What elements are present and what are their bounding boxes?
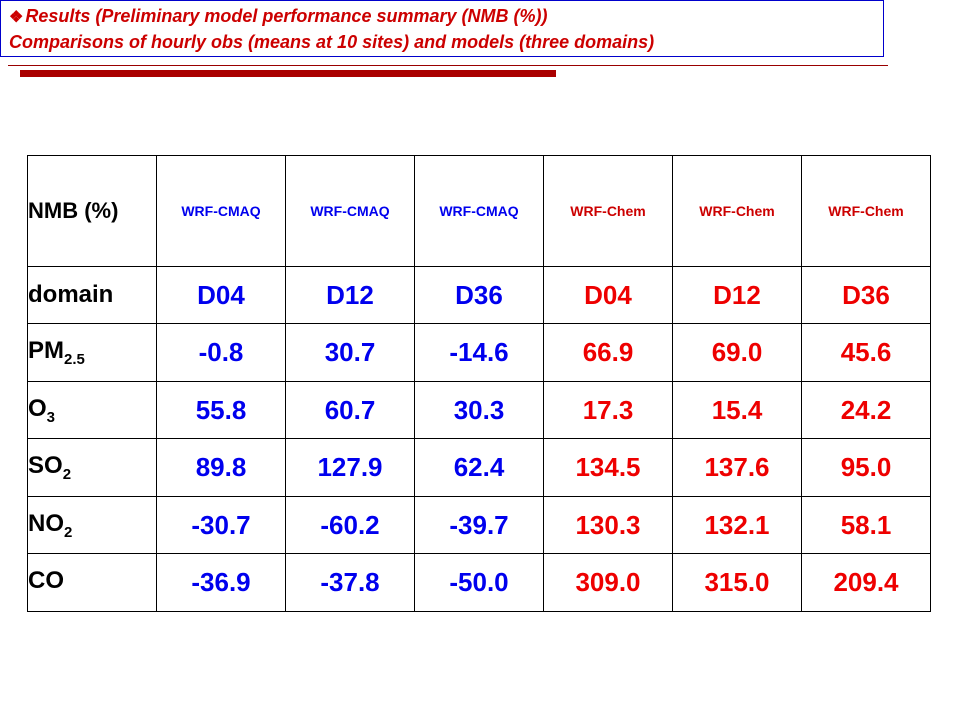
header-line-2: Comparisons of hourly obs (means at 10 s… — [9, 32, 655, 52]
species-label: O3 — [27, 380, 157, 440]
model-header: WRF-CMAQ — [285, 155, 415, 267]
model-header: WRF-CMAQ — [414, 155, 544, 267]
value-cell: 30.3 — [414, 380, 544, 440]
domain-cell: D12 — [672, 265, 802, 325]
header-title: Results (Preliminary model performance s… — [25, 6, 548, 26]
value-cell: -14.6 — [414, 323, 544, 382]
value-cell: 89.8 — [156, 438, 286, 497]
value-cell: 60.7 — [285, 380, 415, 440]
model-header: WRF-Chem — [801, 155, 931, 267]
value-cell: 58.1 — [801, 495, 931, 555]
model-header: WRF-Chem — [672, 155, 802, 267]
table-row-no2: NO2 -30.7 -60.2 -39.7 130.3 132.1 58.1 — [27, 495, 931, 555]
value-cell: 69.0 — [672, 323, 802, 382]
value-cell: 62.4 — [414, 438, 544, 497]
domain-cell: D04 — [156, 265, 286, 325]
value-cell: 55.8 — [156, 380, 286, 440]
value-cell: 209.4 — [801, 553, 931, 612]
species-label: CO — [27, 553, 157, 612]
value-cell: 95.0 — [801, 438, 931, 497]
value-cell: 315.0 — [672, 553, 802, 612]
value-cell: 137.6 — [672, 438, 802, 497]
table-row-pm25: PM2.5 -0.8 30.7 -14.6 66.9 69.0 45.6 — [27, 323, 931, 382]
diamond-bullet-icon: ❖ — [9, 9, 24, 26]
domain-cell: D36 — [801, 265, 931, 325]
value-cell: 309.0 — [543, 553, 673, 612]
value-cell: 24.2 — [801, 380, 931, 440]
value-cell: 130.3 — [543, 495, 673, 555]
species-label: NO2 — [27, 495, 157, 555]
value-cell: 66.9 — [543, 323, 673, 382]
table-row-o3: O3 55.8 60.7 30.3 17.3 15.4 24.2 — [27, 380, 931, 440]
value-cell: 134.5 — [543, 438, 673, 497]
model-header-row: NMB (%) WRF-CMAQ WRF-CMAQ WRF-CMAQ WRF-C… — [27, 155, 931, 267]
model-header: WRF-Chem — [543, 155, 673, 267]
header-divider-thin — [8, 65, 888, 66]
corner-label: NMB (%) — [27, 155, 157, 267]
value-cell: -60.2 — [285, 495, 415, 555]
value-cell: -36.9 — [156, 553, 286, 612]
value-cell: -37.8 — [285, 553, 415, 612]
value-cell: 132.1 — [672, 495, 802, 555]
value-cell: -30.7 — [156, 495, 286, 555]
species-label: PM2.5 — [27, 323, 157, 382]
table-row-co: CO -36.9 -37.8 -50.0 309.0 315.0 209.4 — [27, 553, 931, 612]
species-label: SO2 — [27, 438, 157, 497]
slide-header: ❖ Results (Preliminary model performance … — [0, 0, 884, 57]
domain-label: domain — [27, 265, 157, 325]
domain-cell: D04 — [543, 265, 673, 325]
value-cell: 15.4 — [672, 380, 802, 440]
header-divider-thick — [20, 70, 556, 77]
value-cell: 17.3 — [543, 380, 673, 440]
domain-cell: D12 — [285, 265, 415, 325]
value-cell: -50.0 — [414, 553, 544, 612]
nmb-table: NMB (%) WRF-CMAQ WRF-CMAQ WRF-CMAQ WRF-C… — [27, 155, 931, 612]
value-cell: 30.7 — [285, 323, 415, 382]
value-cell: 127.9 — [285, 438, 415, 497]
header-line-1: ❖ Results (Preliminary model performance … — [9, 4, 883, 30]
value-cell: 45.6 — [801, 323, 931, 382]
value-cell: -39.7 — [414, 495, 544, 555]
table-row-so2: SO2 89.8 127.9 62.4 134.5 137.6 95.0 — [27, 438, 931, 497]
domain-row: domain D04 D12 D36 D04 D12 D36 — [27, 265, 931, 325]
model-header: WRF-CMAQ — [156, 155, 286, 267]
value-cell: -0.8 — [156, 323, 286, 382]
domain-cell: D36 — [414, 265, 544, 325]
